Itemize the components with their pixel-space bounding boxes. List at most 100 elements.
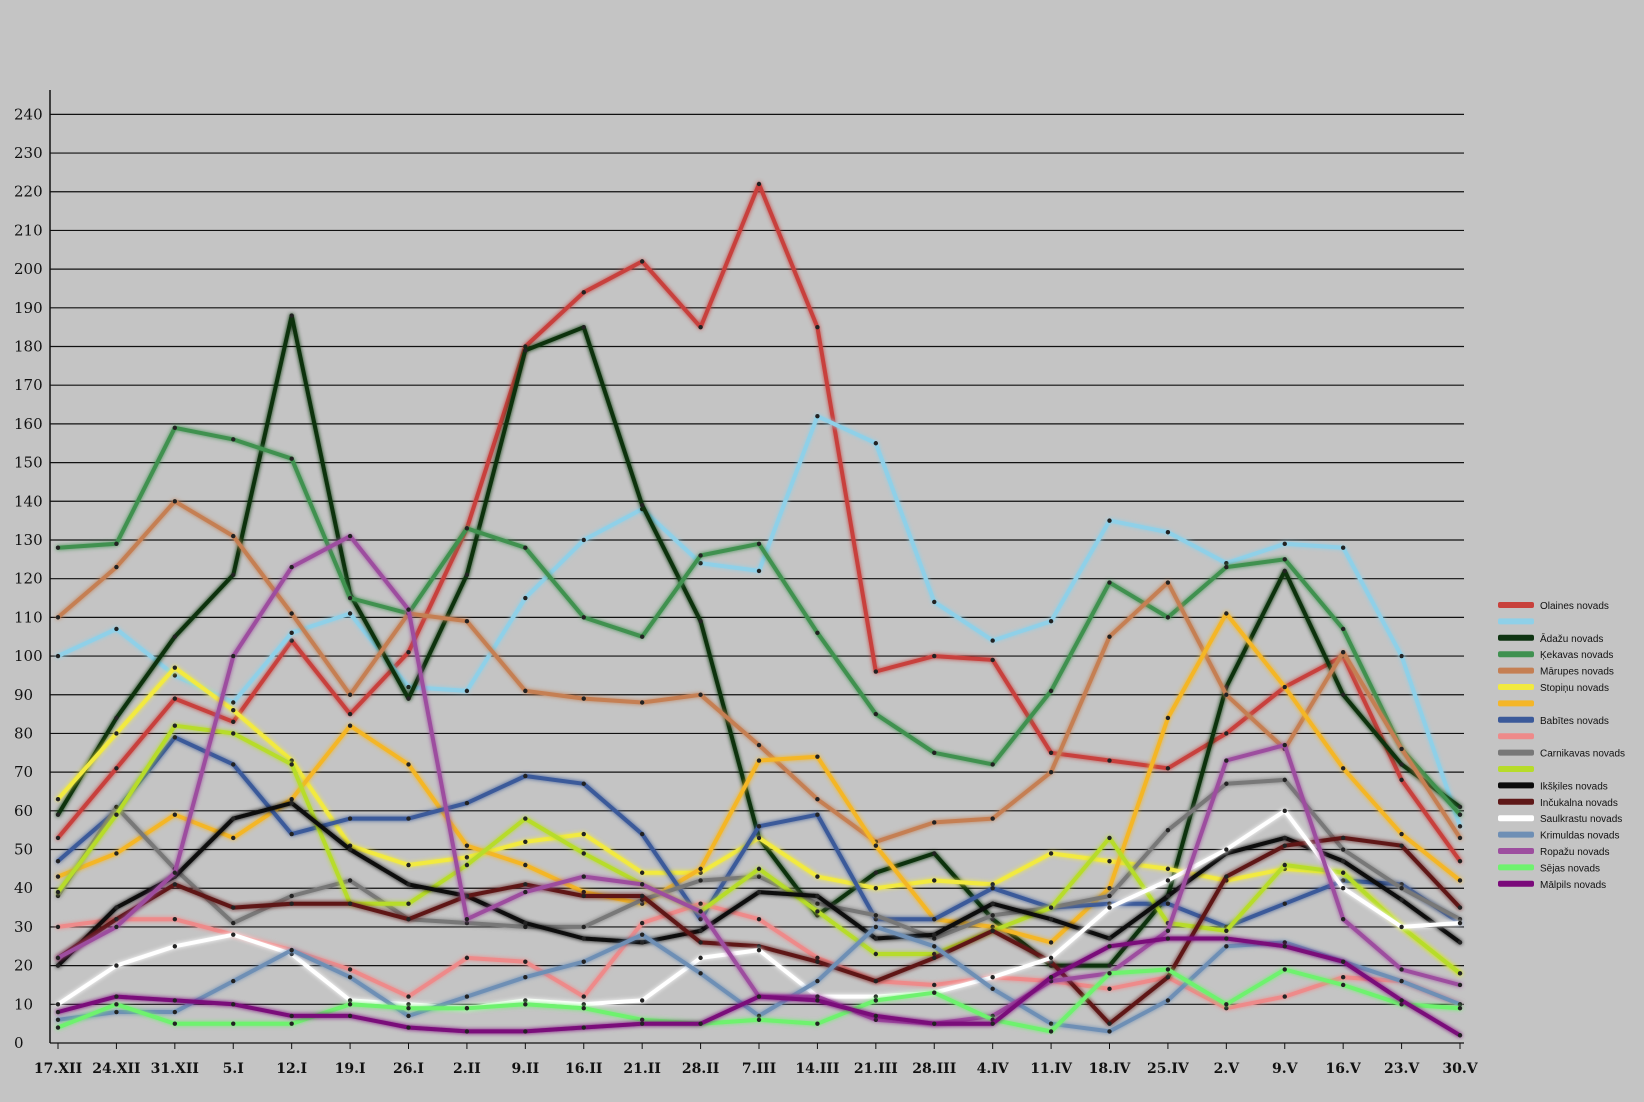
data-point (406, 916, 411, 922)
x-tick-label: 11.IV (1030, 1061, 1073, 1077)
legend-label: Ķekavas novads (1540, 650, 1613, 661)
data-point (639, 831, 645, 837)
data-point (932, 750, 937, 755)
data-point (1457, 1005, 1463, 1011)
data-point (698, 692, 703, 697)
data-point (1107, 580, 1112, 585)
data-point (464, 862, 470, 868)
data-point (1107, 835, 1112, 841)
data-point (581, 889, 586, 895)
series-12 (55, 835, 1463, 1026)
data-point (114, 963, 119, 968)
data-point (873, 998, 879, 1003)
data-point (347, 975, 353, 980)
legend-swatch (1498, 749, 1534, 756)
data-point (639, 940, 645, 945)
data-point (1107, 944, 1112, 949)
data-point (289, 564, 294, 570)
data-point (932, 599, 937, 605)
data-point (873, 843, 879, 848)
data-point (1048, 1021, 1054, 1026)
data-point (1165, 580, 1171, 585)
x-tick-label: 17.XII (34, 1061, 82, 1077)
data-point (464, 994, 470, 999)
data-point (932, 944, 937, 949)
data-point (1340, 886, 1346, 891)
data-point (990, 1013, 995, 1019)
data-point (873, 924, 879, 930)
data-point (347, 711, 353, 717)
data-point (756, 1013, 762, 1019)
x-tick-label: 12.I (276, 1061, 307, 1077)
series-6 (55, 611, 1463, 945)
data-point (114, 1009, 119, 1015)
data-point (698, 878, 703, 883)
data-point (289, 638, 294, 643)
data-point (1282, 901, 1287, 906)
data-point (289, 630, 294, 636)
y-tick-label: 80 (14, 724, 33, 742)
data-point (464, 800, 470, 806)
data-point (1224, 1002, 1229, 1007)
data-point (639, 1017, 645, 1022)
data-point (1224, 560, 1229, 566)
y-tick-label: 240 (14, 105, 43, 123)
data-point (464, 1005, 470, 1011)
data-point (581, 615, 586, 620)
data-point (815, 955, 820, 961)
x-tick-label: 4.IV (977, 1061, 1010, 1077)
data-point (231, 572, 236, 578)
legend-label: Babītes novads (1540, 716, 1609, 727)
data-point (1282, 777, 1287, 783)
data-point (932, 936, 937, 941)
data-point (114, 766, 119, 771)
data-point (815, 893, 820, 899)
series-lines (55, 181, 1463, 1038)
y-tick-label: 110 (14, 608, 43, 626)
data-point (55, 963, 61, 968)
data-point (55, 812, 61, 817)
data-point (172, 916, 178, 922)
data-point (1282, 862, 1287, 868)
data-point (55, 858, 61, 864)
data-point (1340, 766, 1346, 771)
data-point (1282, 944, 1287, 949)
data-point (1165, 998, 1171, 1003)
data-point (1107, 905, 1112, 910)
data-point (464, 526, 470, 531)
data-point (639, 634, 645, 639)
data-point (1224, 944, 1229, 949)
data-point (873, 978, 879, 984)
data-point (1165, 893, 1171, 899)
data-point (1224, 564, 1229, 570)
data-point (1340, 545, 1346, 550)
data-point (1165, 827, 1171, 833)
data-point (289, 800, 294, 806)
data-point (231, 1002, 236, 1007)
data-point (1107, 886, 1112, 891)
data-point (523, 1002, 528, 1007)
legend-swatch (1498, 880, 1534, 887)
data-point (990, 924, 995, 930)
x-axis-ticks: 17.XII 24.XII 31.XII 5.I 12.I 19.I 26.I 2.II 9.I… (34, 1043, 1479, 1077)
data-point (1457, 878, 1463, 883)
data-point (1457, 905, 1463, 910)
data-point (990, 886, 995, 891)
x-tick-label: 19.I (335, 1061, 366, 1077)
data-point (406, 1025, 411, 1030)
data-point (756, 994, 762, 999)
series-4 (55, 499, 1463, 844)
data-point (990, 657, 995, 663)
data-point (1165, 936, 1171, 941)
data-point (1399, 843, 1404, 848)
data-point (932, 1021, 937, 1026)
x-tick-label: 14.III (795, 1061, 839, 1077)
data-point (1048, 955, 1054, 961)
data-point (873, 1013, 879, 1019)
data-point (581, 696, 586, 701)
data-point (1282, 843, 1287, 848)
data-point (172, 634, 178, 639)
data-point (581, 1025, 586, 1030)
data-point (1165, 967, 1171, 972)
